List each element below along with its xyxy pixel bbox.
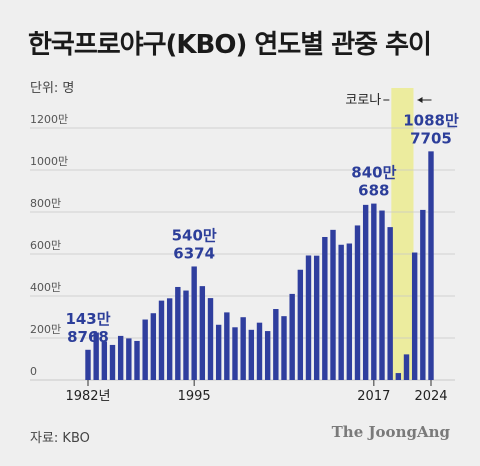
bar-2010 bbox=[313, 255, 320, 380]
y-tick-label: 200만 bbox=[30, 323, 61, 336]
bar-1997 bbox=[207, 298, 214, 380]
annotation-value: 7705 bbox=[410, 129, 452, 147]
x-tick-label: 1982년 bbox=[65, 389, 110, 404]
bar-2005 bbox=[273, 309, 279, 380]
bar-2013 bbox=[338, 244, 344, 380]
bar-layer bbox=[85, 151, 434, 380]
x-tick-label: 2024 bbox=[414, 389, 447, 404]
bar-2016 bbox=[362, 204, 369, 380]
bar-2009 bbox=[305, 255, 312, 380]
y-tick-label: 1200만 bbox=[30, 113, 68, 126]
annotation-value: 6374 bbox=[173, 244, 215, 262]
bar-1991 bbox=[158, 300, 165, 380]
bar-1989 bbox=[142, 319, 148, 380]
bar-1985 bbox=[109, 344, 116, 380]
y-tick-label: 600만 bbox=[30, 239, 61, 252]
bar-2012 bbox=[330, 229, 336, 380]
bar-1998 bbox=[215, 324, 222, 380]
covid-arrow-head bbox=[417, 97, 423, 103]
annotation-label: 1088만 bbox=[403, 111, 459, 129]
x-tick-label: 2017 bbox=[357, 389, 390, 404]
annotation-label: 143만 bbox=[65, 310, 110, 328]
annotation-value: 688 bbox=[358, 182, 389, 200]
source-label: 자료: KBO bbox=[30, 431, 90, 446]
unit-label: 단위: 명 bbox=[30, 81, 75, 96]
bar-1986 bbox=[117, 335, 124, 380]
bar-2022 bbox=[411, 252, 418, 380]
y-tick-label: 400만 bbox=[30, 281, 61, 294]
bar-1996 bbox=[199, 286, 206, 380]
bar-2004 bbox=[264, 331, 271, 380]
bar-2018 bbox=[379, 210, 385, 380]
bar-1999 bbox=[224, 312, 230, 380]
bar-2019 bbox=[387, 227, 393, 380]
bar-2021 bbox=[403, 354, 410, 380]
covid-label: 코로나 bbox=[345, 93, 381, 108]
bar-2007 bbox=[289, 293, 295, 380]
annotation-value: 8768 bbox=[67, 328, 109, 346]
bar-2011 bbox=[322, 236, 328, 380]
bar-1994 bbox=[183, 290, 189, 380]
bar-2003 bbox=[256, 322, 263, 380]
bar-2024 bbox=[428, 151, 434, 380]
y-tick-label: 0 bbox=[30, 365, 37, 378]
bar-2000 bbox=[232, 327, 238, 380]
bar-1988 bbox=[134, 340, 140, 380]
bar-1982 bbox=[85, 349, 91, 380]
bar-1992 bbox=[166, 298, 173, 380]
covid-band bbox=[391, 88, 414, 380]
bar-2017 bbox=[371, 203, 377, 380]
bar-1984 bbox=[101, 341, 108, 380]
bar-1987 bbox=[126, 338, 132, 380]
annotation-label: 840만 bbox=[351, 164, 396, 182]
x-tick-label: 1995 bbox=[178, 389, 211, 404]
bar-2014 bbox=[346, 243, 353, 380]
bar-2023 bbox=[420, 209, 426, 380]
bar-1990 bbox=[150, 313, 157, 380]
y-tick-label: 1000만 bbox=[30, 155, 68, 168]
annotation-label: 540만 bbox=[172, 226, 217, 244]
chart-title: 한국프로야구(KBO) 연도별 관중 추이 bbox=[28, 30, 432, 60]
bar-2001 bbox=[240, 317, 246, 380]
bar-1993 bbox=[175, 286, 181, 380]
bar-2006 bbox=[281, 316, 287, 380]
bar-2015 bbox=[354, 225, 361, 380]
y-tick-label: 800만 bbox=[30, 197, 61, 210]
brand-logo: The JoongAng bbox=[331, 423, 450, 441]
bar-2008 bbox=[297, 269, 304, 380]
bar-2020 bbox=[395, 373, 402, 380]
covid-band-layer bbox=[391, 88, 414, 380]
bar-1995 bbox=[191, 266, 197, 380]
bar-2002 bbox=[248, 329, 255, 380]
bar-1983 bbox=[93, 332, 99, 380]
